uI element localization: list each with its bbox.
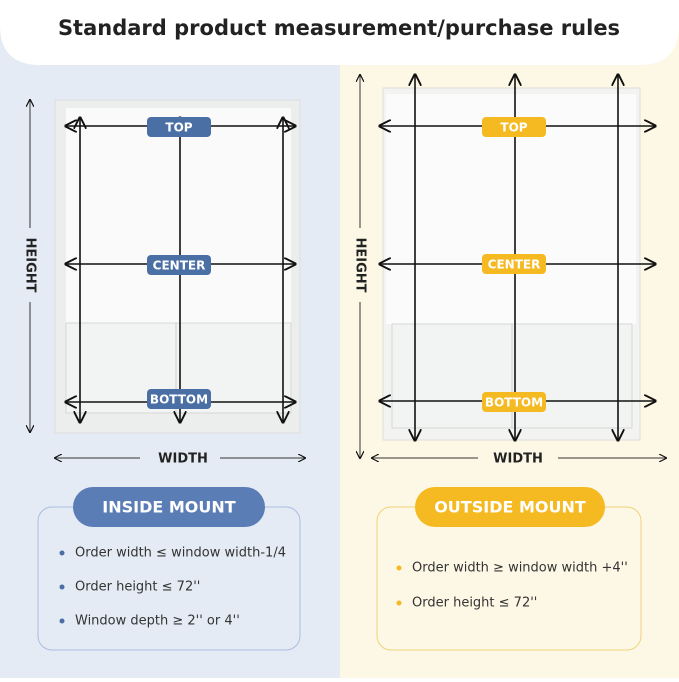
center-label: CENTER (153, 259, 206, 273)
rule-text: Order height ≤ 72'' (412, 596, 537, 611)
rule-text: Window depth ≥ 2'' or 4'' (75, 614, 240, 629)
width-label: WIDTH (158, 452, 208, 467)
center-label: CENTER (488, 258, 541, 272)
top-label: TOP (500, 121, 527, 135)
bottom-label: BOTTOM (485, 396, 543, 410)
height-label: HEIGHT (353, 237, 368, 292)
width-label: WIDTH (493, 452, 543, 467)
inside-diagram (18, 100, 305, 468)
inside-pill (73, 487, 265, 527)
header-title: Standard product measurement/purchase ru… (58, 16, 620, 40)
outside-pill (415, 487, 605, 527)
bottom-label: BOTTOM (150, 393, 208, 407)
bullet (59, 550, 65, 556)
rule-text: Order width ≥ window width +4'' (412, 561, 628, 576)
outside-diagram (348, 75, 666, 468)
header-bg (0, 0, 679, 65)
bullet (59, 618, 65, 624)
rule-text: Order width ≤ window width-1/4 (75, 546, 286, 561)
height-label: HEIGHT (23, 237, 38, 292)
bullet (396, 600, 402, 606)
bullet (59, 584, 65, 590)
top-label: TOP (165, 121, 192, 135)
bullet (396, 565, 402, 571)
outside-mount-title: OUTSIDE MOUNT (434, 498, 586, 517)
rule-text: Order height ≤ 72'' (75, 580, 200, 595)
inside-mount-title: INSIDE MOUNT (102, 498, 236, 517)
